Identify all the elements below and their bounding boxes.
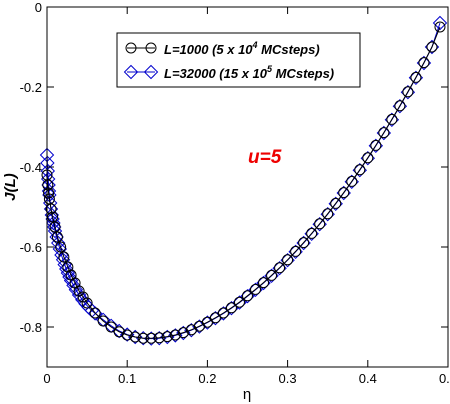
series-1-point [258, 277, 270, 289]
legend: L=1000 (5 x 104 MCsteps) L=32000 (15 x 1… [116, 32, 361, 88]
series-1-point [266, 269, 278, 281]
series-1-point [105, 321, 117, 333]
series-2-point [68, 282, 84, 298]
series-1-point [354, 164, 366, 176]
y-tick-label: -0.2 [20, 80, 42, 95]
series-1 [41, 21, 446, 344]
legend-marker-left [123, 64, 139, 80]
legend-marker-left [125, 42, 137, 54]
series-1-point [169, 329, 181, 341]
series-1-point [290, 245, 302, 257]
legend-label-series-2: L=32000 (15 x 105 MCsteps) [164, 64, 334, 81]
legend-marker-series-1 [125, 42, 157, 54]
series-1-point [242, 290, 253, 302]
legend-label-2-tail: MCsteps) [272, 66, 334, 81]
series-1-point [426, 41, 438, 53]
series-1-point [402, 86, 414, 98]
series-2-point [66, 278, 81, 293]
series-1-point [225, 302, 237, 314]
series-1-point [282, 254, 294, 266]
series-1-point [47, 211, 59, 223]
x-axis-label: η [243, 386, 251, 403]
series-1-point [394, 100, 406, 112]
series-1-point [77, 291, 89, 303]
series-1-point [58, 251, 70, 263]
series-2-point [432, 15, 448, 31]
y-tick-label: 0 [35, 0, 42, 15]
series-1-point [233, 296, 245, 308]
legend-marker-series-2 [123, 64, 159, 80]
series-1-point [346, 175, 358, 187]
series-1-point [338, 187, 350, 199]
series-1-point [209, 312, 221, 324]
series-1-point [121, 329, 133, 341]
x-tick-label: 0.5 [439, 371, 450, 386]
series-1-point [62, 261, 74, 273]
series-1-point [81, 297, 93, 309]
legend-label-2-exp: 5 [267, 64, 273, 74]
series-1-point [250, 283, 262, 295]
series-1-point [177, 327, 189, 339]
legend-label-2-main: L=32000 (15 x 10 [164, 66, 268, 81]
x-tick-label: 0.1 [118, 371, 136, 386]
legend-label-1-exp: 4 [252, 40, 258, 50]
legend-marker-right [143, 64, 159, 80]
series-1-point [113, 326, 125, 338]
series-1-point [362, 152, 374, 164]
series-1-point [386, 113, 398, 125]
ticks-layer: 0 0.1 0.2 0.3 0.4 0.5 0 -0.2 -0.4 -0.6 -0.8 [20, 0, 450, 386]
x-tick-label: 0.3 [279, 371, 297, 386]
series-1-point [434, 21, 446, 33]
y-tick-label: -0.4 [20, 160, 42, 175]
legend-marker-right [145, 42, 157, 54]
series-1-point [97, 315, 109, 327]
series-2-point [60, 265, 76, 281]
legend-label-1-main: L=1000 (5 x 10 [164, 42, 253, 57]
series-2-point [40, 163, 56, 179]
series-1-point [137, 332, 149, 344]
series-1-point [89, 307, 101, 319]
series-1-point [306, 227, 318, 239]
series-1-point [298, 237, 310, 249]
series-1-point [418, 57, 430, 69]
series-1-point [73, 285, 85, 297]
series-1-point [45, 203, 57, 215]
series-layer [39, 15, 448, 346]
series-1-line [46, 26, 441, 339]
series-1-point [330, 197, 342, 209]
legend-label-series-1: L=1000 (5 x 104 MCsteps) [164, 40, 320, 57]
series-1-point [145, 332, 157, 344]
series-2-point [45, 211, 60, 227]
series-1-point [370, 139, 382, 151]
x-tick-label: 0.2 [198, 371, 216, 386]
series-1-point [274, 262, 286, 274]
series-1-point [217, 307, 229, 319]
annotation-u5: u=5 [248, 147, 282, 168]
y-tick-label: -0.6 [20, 240, 42, 255]
series-1-point [43, 187, 55, 199]
series-1-point [378, 127, 390, 139]
series-1-point [129, 331, 141, 343]
series-1-point [49, 221, 61, 233]
series-1-point [55, 241, 67, 253]
legend-box [116, 32, 361, 88]
series-1-point [322, 208, 334, 220]
plot-frame [46, 6, 449, 368]
x-tick-label: 0 [43, 371, 50, 386]
series-1-point [153, 332, 165, 344]
y-tick-label: -0.8 [20, 320, 42, 335]
series-1-point [42, 179, 54, 191]
series-1-point [51, 231, 63, 243]
series-1-point [314, 218, 326, 230]
series-1-point [410, 71, 422, 83]
x-tick-label: 0.4 [359, 371, 377, 386]
legend-label-1-tail: MCsteps) [258, 42, 320, 57]
y-axis-label: J(L) [2, 173, 19, 201]
series-1-point [161, 331, 173, 343]
